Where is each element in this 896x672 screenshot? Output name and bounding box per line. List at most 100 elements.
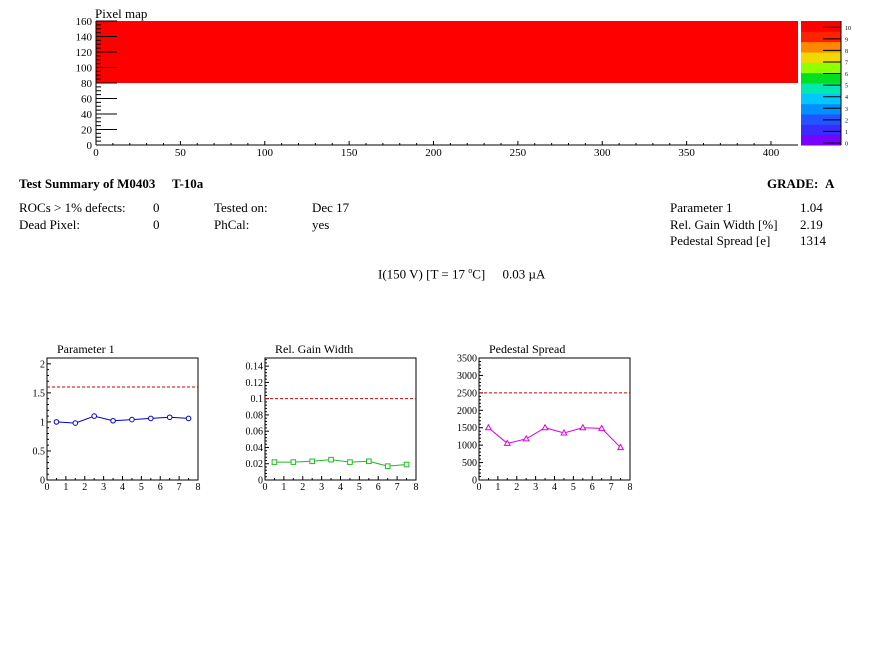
parameter1-data-point xyxy=(148,415,154,422)
gain-width-y-tick-label: 0.08 xyxy=(246,410,264,421)
gain-width-y-tick-label: 0.04 xyxy=(246,443,264,454)
palette-tick-label: 0 xyxy=(845,142,848,148)
pixel-map-y-tick-label: 40 xyxy=(81,109,93,121)
parameter1-data-point xyxy=(185,415,192,422)
pixel-map-x-tick-label: 50 xyxy=(175,147,187,159)
palette-tick-label: 6 xyxy=(845,72,848,78)
gain-width-x-tick-label: 3 xyxy=(319,482,324,493)
pixel-map-y-tick-label: 120 xyxy=(76,47,93,59)
gain-width-y-tick-label: 0 xyxy=(258,476,263,487)
parameter1-x-tick-label: 4 xyxy=(120,482,125,493)
gain-width-x-tick-label: 1 xyxy=(281,482,286,493)
palette-color-band xyxy=(801,62,841,74)
pedestal-spread-y-tick-label: 0 xyxy=(472,476,477,487)
pixel-map-x-tick-label: 100 xyxy=(257,147,274,159)
pedestal-spread-data-point xyxy=(579,423,587,431)
pixel-map-title: Pixel map xyxy=(95,6,147,21)
pixel-map-x-tick-label: 400 xyxy=(763,147,780,159)
palette-color-band xyxy=(801,52,841,63)
pixel-map-y-tick-label: 0 xyxy=(87,140,93,152)
gain-width-data-point xyxy=(328,456,334,463)
pedestal-spread-y-tick-label: 1000 xyxy=(457,441,477,452)
parameter1-x-tick-label: 7 xyxy=(177,482,182,493)
current-suffix: C] xyxy=(472,266,486,282)
gain-width-x-tick-label: 7 xyxy=(395,482,400,493)
pixel-map-filled-region xyxy=(96,21,798,83)
gain-width-data-point xyxy=(290,459,297,465)
pedestal-spread-x-tick-label: 4 xyxy=(552,482,557,493)
pixel-map-y-tick-label: 100 xyxy=(76,63,93,75)
pedestal-spread-x-tick-label: 8 xyxy=(628,482,633,493)
palette-color-band xyxy=(801,93,841,105)
gain-width-value: 2.19 xyxy=(800,217,823,232)
pedestal-spread-y-tick-label: 2500 xyxy=(457,388,477,399)
pedestal-spread-y-tick-label: 2000 xyxy=(457,406,477,417)
parameter1-x-tick-label: 6 xyxy=(158,482,163,493)
parameter1-data-point xyxy=(72,420,79,426)
pedestal-spread-y-tick-label: 1500 xyxy=(457,423,477,434)
gain-width-x-tick-label: 6 xyxy=(376,482,381,493)
palette-tick-label: 4 xyxy=(845,95,848,101)
grade-value: A xyxy=(825,176,835,191)
pedestal-spread-x-tick-label: 7 xyxy=(609,482,614,493)
pedestal-spread-x-tick-label: 2 xyxy=(514,482,519,493)
pedestal-spread-y-tick-label: 3000 xyxy=(457,371,477,382)
tested-on-label: Tested on: xyxy=(214,200,268,215)
pixel-map-y-tick-label: 140 xyxy=(76,32,93,44)
pedestal-spread-data-point xyxy=(598,424,606,431)
pedestal-spread-chart: Pedestal Spread 0 1 2 3 4 5 6 7 8 0 500 1000 1500 2000… xyxy=(457,342,633,493)
summary-title: Test Summary of M0403 xyxy=(19,176,156,191)
current-prefix: I(150 V) [T = 17 xyxy=(378,266,469,282)
gain-width-data-point xyxy=(271,459,278,465)
pixel-map-x-tick-label: 350 xyxy=(678,147,695,159)
gain-width-chart: Rel. Gain Width 0 1 2 3 4 5 6 7 8 0 0.02 0.04 0.06 0.0… xyxy=(246,342,419,493)
pedestal-spread-x-tick-label: 3 xyxy=(533,482,538,493)
gain-width-x-tick-label: 2 xyxy=(300,482,305,493)
dead-pixel-label: Dead Pixel: xyxy=(19,217,81,232)
pixel-map-x-tick-label: 250 xyxy=(510,147,527,159)
phcal-value: yes xyxy=(312,217,330,232)
parameter1-y-tick-label: 1.5 xyxy=(33,388,46,399)
palette-color-band xyxy=(801,134,841,146)
pixel-map-x-tick-label: 300 xyxy=(594,147,611,159)
gain-width-y-tick-label: 0.1 xyxy=(251,394,264,405)
gain-width-title: Rel. Gain Width xyxy=(275,342,353,356)
palette-color-band xyxy=(801,103,841,115)
gain-width-data-point xyxy=(366,458,372,465)
pedestal-spread-series-line xyxy=(488,427,621,448)
palette-tick-label: 9 xyxy=(845,37,848,43)
gain-width-series-line xyxy=(274,459,407,467)
palette-tick-label: 2 xyxy=(845,118,848,124)
gain-width-label: Rel. Gain Width [%] xyxy=(670,217,778,232)
parameter1-data-point xyxy=(91,413,97,419)
pixel-map-x-tick-label: 150 xyxy=(341,147,358,159)
pedestal-spread-x-tick-label: 5 xyxy=(571,482,576,493)
pedestal-spread-label: Pedestal Spread [e] xyxy=(670,233,771,248)
gain-width-y-tick-label: 0.02 xyxy=(246,459,264,470)
pixel-map-y-tick-label: 80 xyxy=(81,78,93,90)
pedestal-spread-y-tick-label: 3500 xyxy=(457,354,477,365)
pixel-map-x-tick-label: 0 xyxy=(93,147,99,159)
gain-width-y-tick-label: 0.14 xyxy=(246,362,264,373)
pedestal-spread-frame xyxy=(478,357,631,481)
palette-tick-label: 1 xyxy=(845,130,848,136)
parameter1-x-tick-label: 3 xyxy=(101,482,106,493)
parameter1-data-point xyxy=(166,414,173,421)
pedestal-spread-title: Pedestal Spread xyxy=(489,342,565,356)
palette-tick-label: 3 xyxy=(845,107,848,113)
parameter1-x-tick-label: 0 xyxy=(45,482,50,493)
parameter1-chart: Parameter 1 0 1 2 3 4 5 6 7 8 0 0.5 1 1.5 2 xyxy=(33,342,201,493)
pedestal-spread-x-tick-label: 1 xyxy=(495,482,500,493)
pixel-map-x-tick-label: 200 xyxy=(425,147,442,159)
palette-tick-label: 7 xyxy=(845,60,848,66)
palette-color-band xyxy=(801,83,841,94)
pedestal-spread-data-point xyxy=(503,439,511,446)
pedestal-spread-value: 1314 xyxy=(800,233,826,248)
current-value: 0.03 µA xyxy=(502,266,546,282)
pedestal-spread-y-tick-label: 500 xyxy=(462,458,477,469)
parameter1-data-point xyxy=(110,417,116,424)
pedestal-spread-data-point xyxy=(616,443,625,451)
parameter1-y-tick-label: 0.5 xyxy=(33,446,46,457)
palette-tick-label: 8 xyxy=(845,49,848,55)
rocs-defects-label: ROCs > 1% defects: xyxy=(19,200,126,215)
